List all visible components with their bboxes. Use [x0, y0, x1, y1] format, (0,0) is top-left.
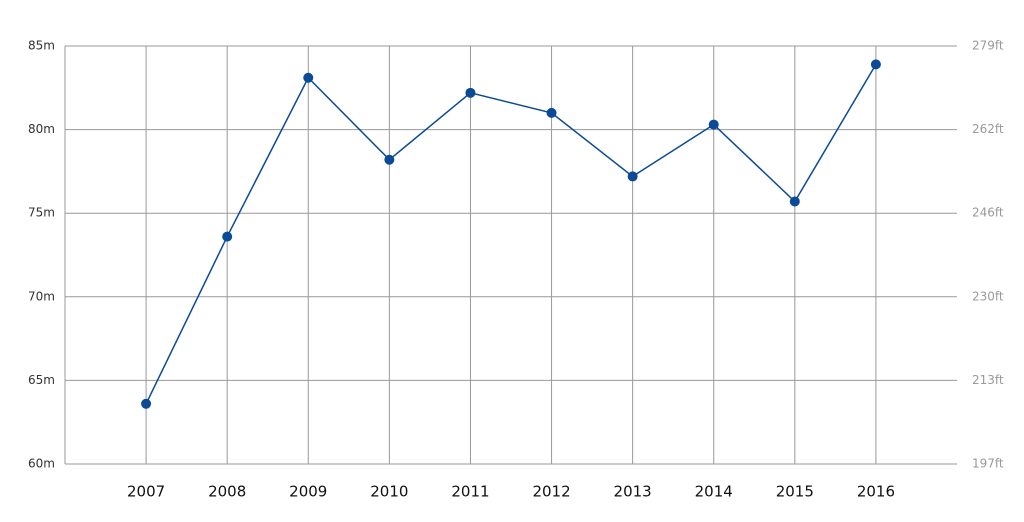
line — [145, 64, 877, 405]
x-tick-label: 2013 — [614, 483, 652, 501]
y2-tick-label: 262ft — [972, 122, 1004, 136]
y2-tick-label: 213ft — [972, 373, 1004, 387]
point — [627, 171, 638, 182]
y-tick-label: 85m — [28, 39, 55, 53]
x-tick-label: 2008 — [208, 483, 246, 501]
point — [303, 72, 314, 83]
y2-tick-label: 230ft — [972, 289, 1004, 303]
x-tick-label: 2011 — [451, 483, 489, 501]
y2-tick-label: 246ft — [972, 206, 1004, 220]
y-tick-label: 65m — [28, 373, 55, 387]
y-tick-label: 70m — [28, 289, 55, 303]
x-tick-label: 2016 — [857, 483, 895, 501]
y2-tick-label: 197ft — [972, 457, 1004, 471]
y-tick-label: 75m — [28, 206, 55, 220]
point — [789, 196, 800, 207]
y2-tick-label: 279ft — [972, 39, 1004, 53]
x-tick-label: 2014 — [695, 483, 733, 501]
point — [141, 398, 152, 409]
point — [870, 59, 881, 70]
x-tick-label: 2007 — [127, 483, 165, 501]
x-tick-label: 2009 — [289, 483, 327, 501]
y-tick-label: 60m — [28, 457, 55, 471]
point — [708, 119, 719, 130]
point — [222, 231, 233, 242]
x-tick-label: 2012 — [532, 483, 570, 501]
point — [546, 107, 557, 118]
point — [384, 154, 395, 165]
y-tick-label: 80m — [28, 122, 55, 136]
point — [465, 87, 476, 98]
x-tick-label: 2015 — [776, 483, 814, 501]
x-tick-label: 2010 — [370, 483, 408, 501]
